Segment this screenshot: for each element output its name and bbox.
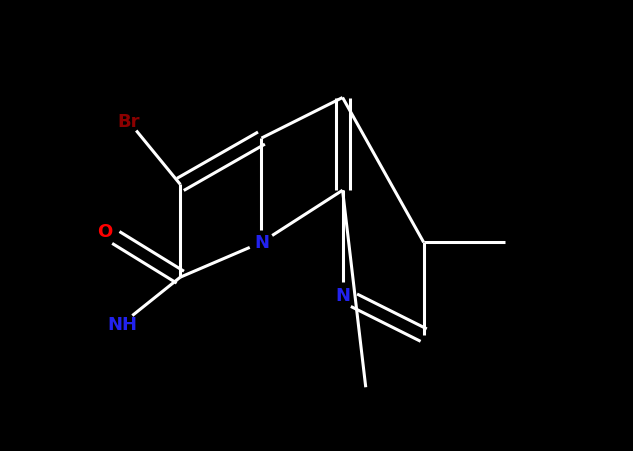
Text: O: O [97, 222, 113, 240]
Text: N: N [335, 286, 350, 304]
Text: Br: Br [117, 112, 139, 130]
Text: N: N [254, 234, 269, 252]
Text: NH: NH [108, 315, 137, 333]
